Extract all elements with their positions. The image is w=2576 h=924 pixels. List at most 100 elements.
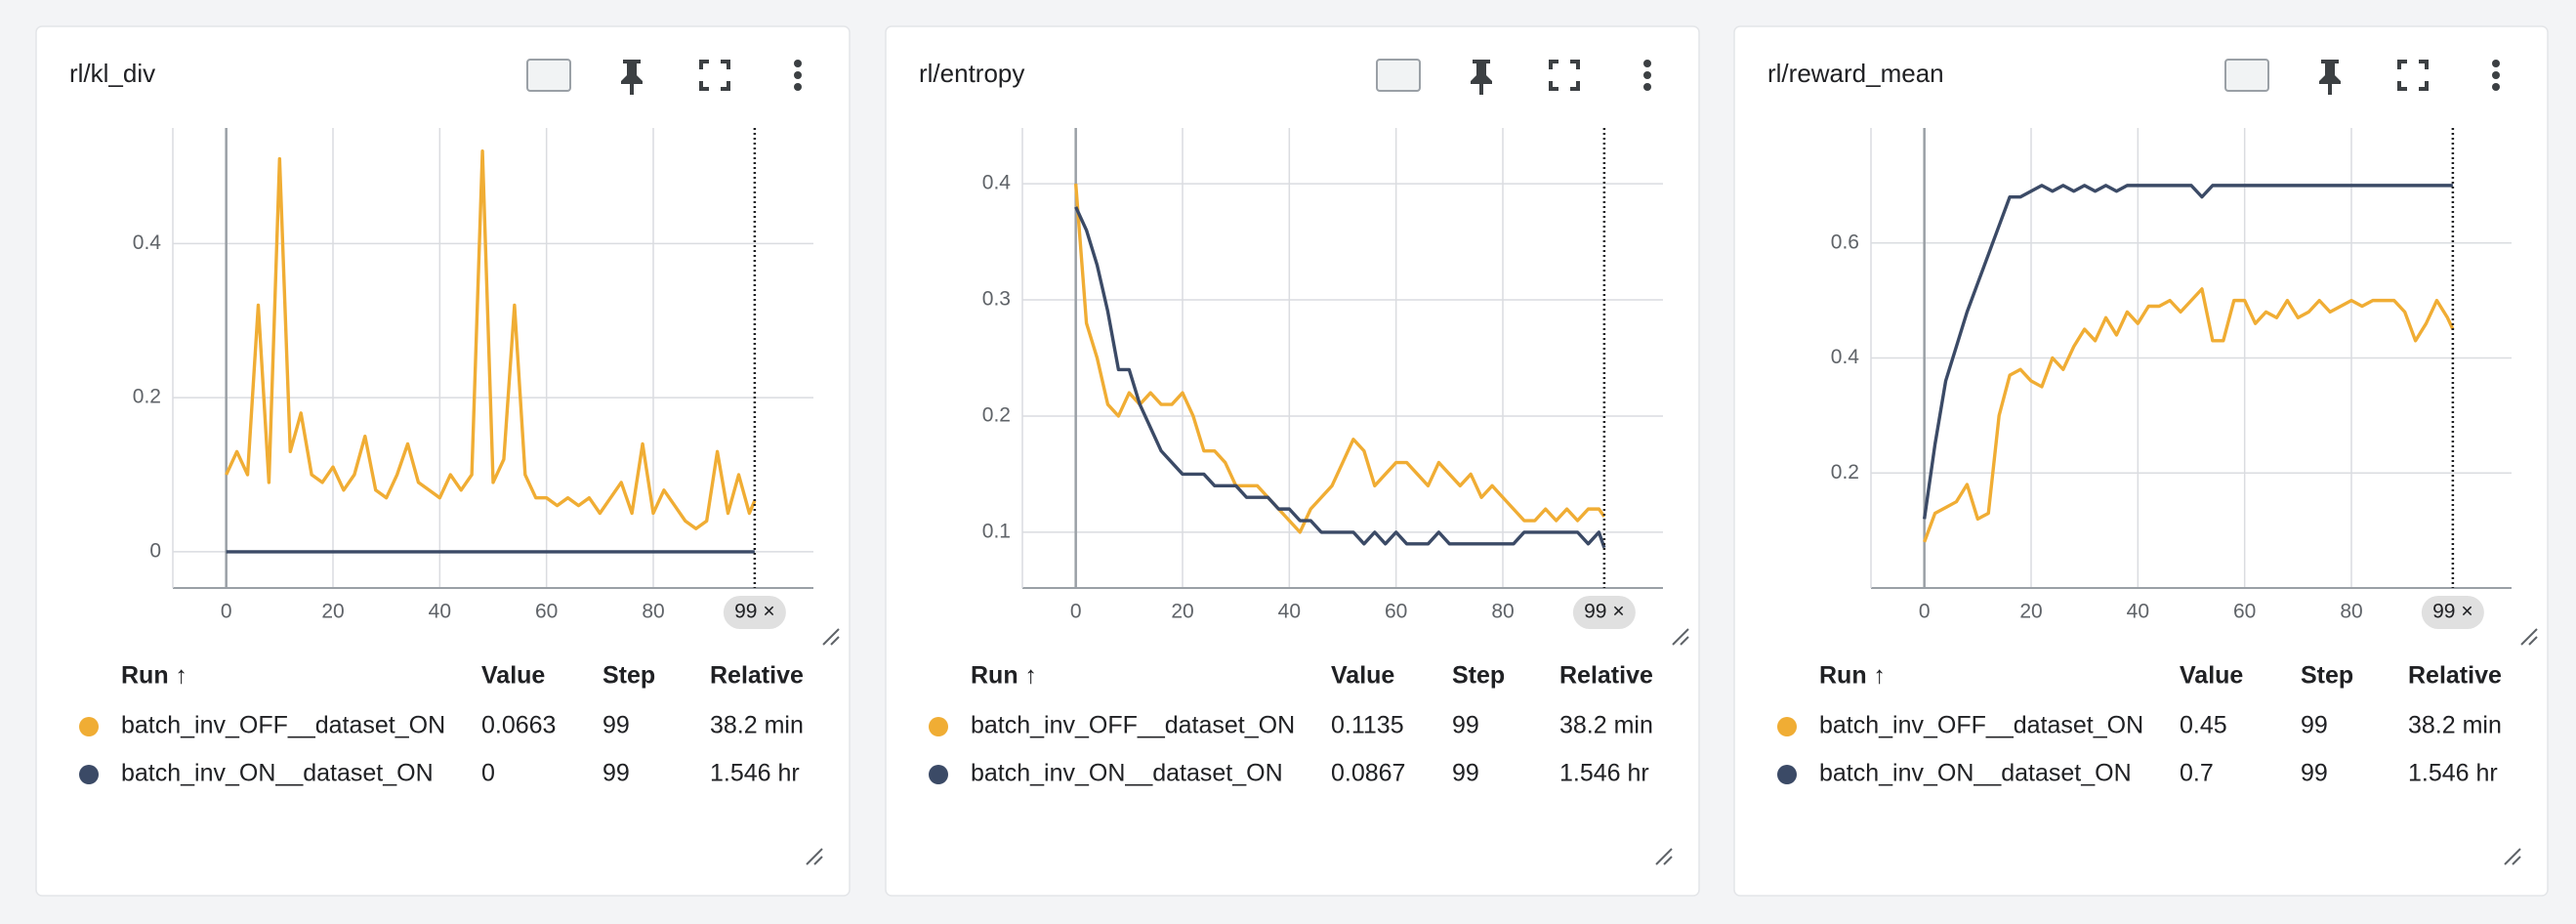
table-cell: batch_inv_ON__dataset_ON (1819, 760, 2132, 787)
table-cell: 99 (602, 760, 630, 787)
icon (2224, 59, 2269, 92)
more-button[interactable] (1643, 60, 1651, 91)
table-cell: 0.45 (2180, 712, 2227, 739)
chart-title: rl/reward_mean (1767, 59, 1944, 88)
table-cell: 99 (2301, 760, 2328, 787)
table-cell: 1.546 hr (710, 760, 800, 787)
legend-dot (79, 765, 99, 784)
x-tick-label: 0 (221, 601, 232, 623)
fit-domain-button[interactable] (526, 59, 571, 92)
y-tick-label: 0.2 (1831, 461, 1859, 483)
table-cell: 38.2 min (710, 712, 804, 739)
resize-handle[interactable] (2520, 628, 2538, 646)
x-tick-label: 20 (1171, 601, 1193, 623)
legend-dot (1777, 717, 1797, 736)
y-tick-label: 0.6 (1831, 231, 1859, 253)
table-cell: 0 (481, 760, 495, 787)
icon (621, 60, 643, 95)
resize-handle[interactable] (806, 848, 823, 865)
x-tick-label: 0 (1919, 601, 1931, 623)
legend-dot (79, 717, 99, 736)
table-cell: 0.0663 (481, 712, 556, 739)
x-tick-label: 60 (1385, 601, 1407, 623)
chart-card: rl/entropy 0.1 0.2 0.3 0.4 0 20 40 60 80 99 × Run ↑… (885, 25, 1700, 897)
resize-handle[interactable] (2504, 848, 2521, 865)
table-cell: 99 (2301, 712, 2328, 739)
chart-card: rl/kl_div 0 0.2 0.4 0 20 40 60 80 99 × Run ↑ Value S… (35, 25, 851, 897)
icon (2492, 83, 2500, 91)
y-tick-label: 0.4 (982, 172, 1012, 194)
pin-button[interactable] (621, 60, 643, 95)
icon (2492, 71, 2500, 79)
step-badge (1572, 596, 1636, 629)
table-header: Value (2180, 662, 2243, 690)
table-cell: batch_inv_OFF__dataset_ON (121, 712, 445, 739)
table-cell: 0.0867 (1331, 760, 1405, 787)
series-line (1922, 184, 2453, 520)
table-header: Value (1331, 662, 1394, 690)
more-button[interactable] (2492, 60, 2500, 91)
series-line (225, 148, 757, 530)
table-header: Relative (710, 662, 804, 690)
table-header: Relative (2408, 662, 2502, 690)
icon (1549, 60, 1580, 91)
fullscreen-button[interactable] (699, 60, 730, 91)
chart-title: rl/entropy (919, 59, 1024, 88)
y-tick-label: 0.3 (982, 288, 1011, 311)
table-header: Run ↑ (121, 662, 187, 690)
icon (699, 60, 730, 91)
series-line (1073, 183, 1606, 534)
icon (1471, 60, 1492, 95)
table-cell: batch_inv_OFF__dataset_ON (971, 712, 1295, 739)
table-cell: batch_inv_ON__dataset_ON (121, 760, 434, 787)
table-header: Relative (1559, 662, 1653, 690)
table-header: Step (2301, 662, 2353, 690)
legend-dot (929, 765, 948, 784)
table-header: Run ↑ (971, 662, 1037, 690)
step-badge-label: 99 × (734, 601, 774, 623)
table-cell: 1.546 hr (2408, 760, 2498, 787)
series-line (1074, 206, 1606, 549)
fit-domain-button[interactable] (1376, 59, 1421, 92)
table-header: Step (1452, 662, 1505, 690)
fit-domain-button[interactable] (2224, 59, 2269, 92)
icon (2492, 60, 2500, 67)
x-tick-label: 20 (321, 601, 344, 623)
table-cell: 38.2 min (1559, 712, 1653, 739)
icon (1376, 59, 1421, 92)
icon (794, 71, 802, 79)
fullscreen-button[interactable] (1549, 60, 1580, 91)
step-badge-label: 99 × (2432, 601, 2472, 623)
x-tick-label: 40 (1278, 601, 1301, 623)
pin-button[interactable] (2319, 60, 2341, 95)
table-cell: 1.546 hr (1559, 760, 1649, 787)
pin-button[interactable] (1471, 60, 1492, 95)
icon (526, 59, 571, 92)
table-cell: batch_inv_ON__dataset_ON (971, 760, 1283, 787)
table-cell: batch_inv_OFF__dataset_ON (1819, 712, 2143, 739)
x-tick-label: 80 (642, 601, 664, 623)
x-tick-label: 0 (1070, 601, 1082, 623)
table-cell: 0.7 (2180, 760, 2214, 787)
series-line (1923, 287, 2455, 543)
more-button[interactable] (794, 60, 802, 91)
x-tick-label: 60 (535, 601, 558, 623)
fullscreen-button[interactable] (2397, 60, 2429, 91)
icon (794, 83, 802, 91)
y-tick-label: 0.4 (1831, 346, 1860, 368)
table-header: Step (602, 662, 655, 690)
x-tick-label: 60 (2233, 601, 2256, 623)
resize-handle[interactable] (1672, 628, 1689, 646)
table-cell: 0.1135 (1331, 712, 1404, 739)
icon (2397, 60, 2429, 91)
resize-handle[interactable] (822, 628, 840, 646)
x-tick-label: 20 (2019, 601, 2042, 623)
y-tick-label: 0.4 (133, 231, 162, 254)
y-tick-label: 0.2 (982, 404, 1011, 427)
table-cell: 99 (1452, 712, 1479, 739)
x-tick-label: 80 (1491, 601, 1514, 623)
resize-handle[interactable] (1655, 848, 1673, 865)
step-badge (2421, 596, 2484, 629)
